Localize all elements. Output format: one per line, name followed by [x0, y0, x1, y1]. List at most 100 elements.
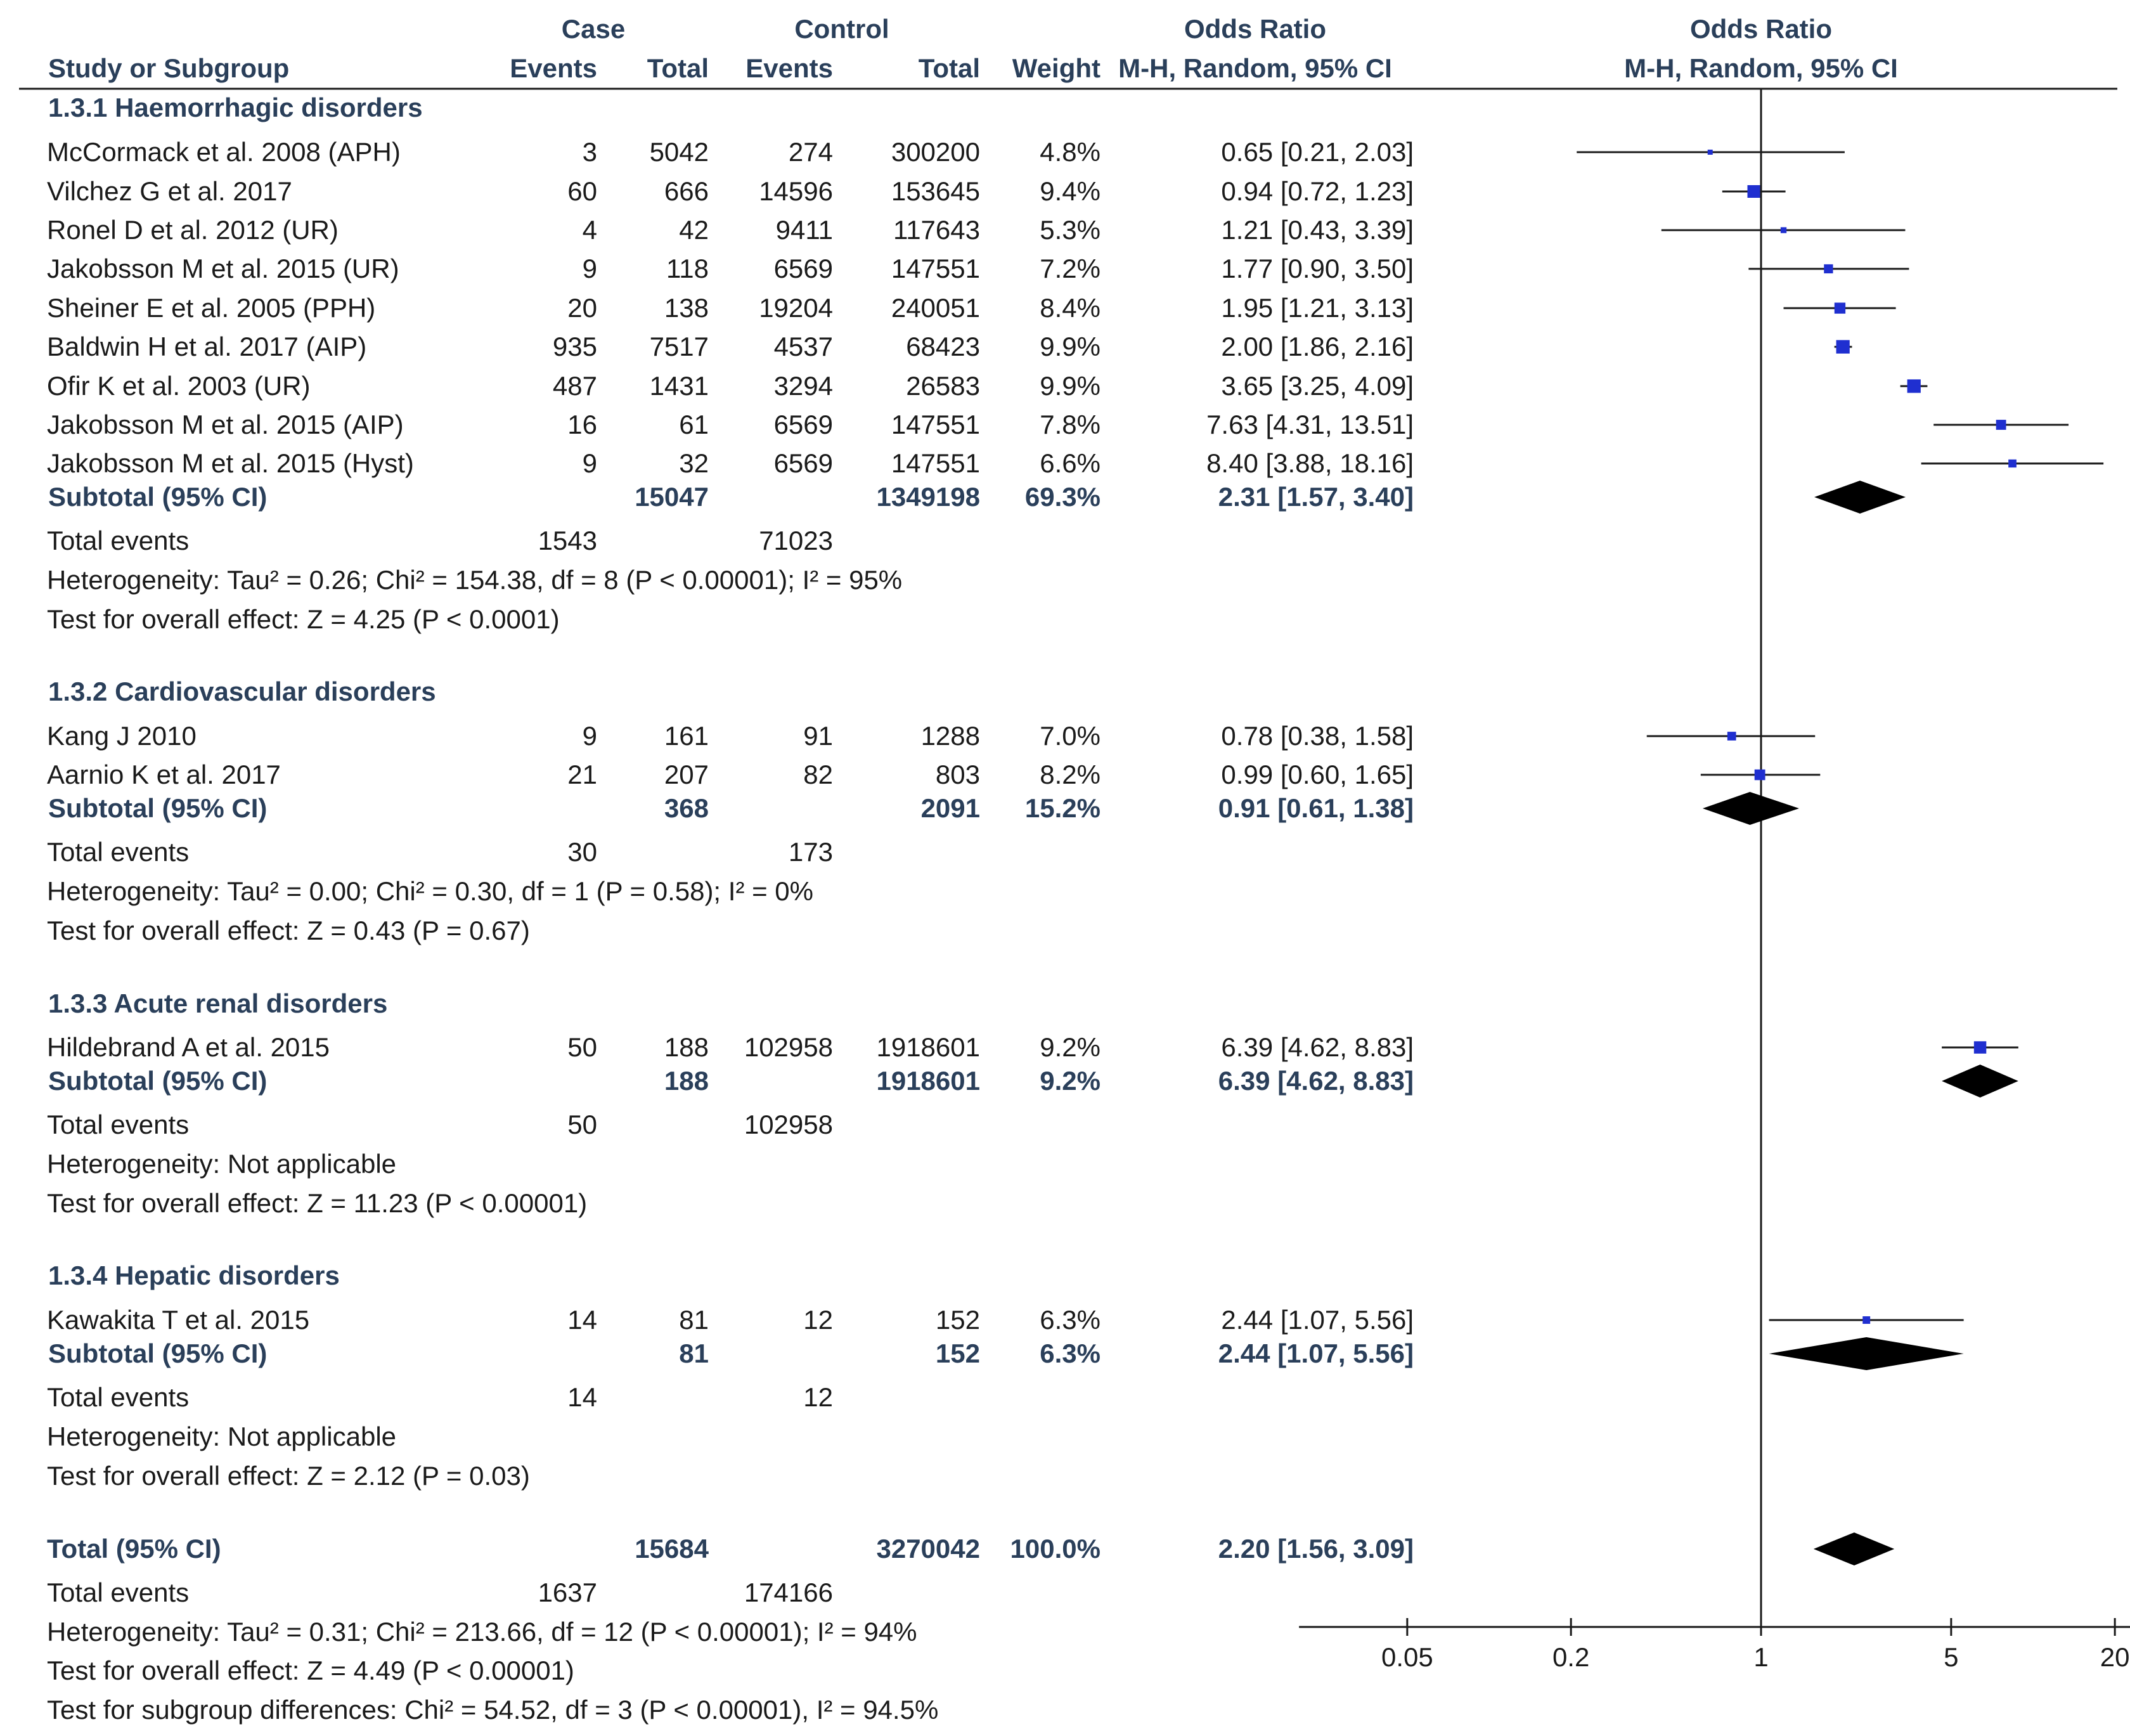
case-events: 487 [552, 371, 597, 401]
subtotal-weight: 15.2% [1024, 793, 1100, 823]
control-total: 300200 [891, 137, 980, 167]
study-name: Aarnio K et al. 2017 [47, 760, 281, 789]
total-events-control: 71023 [759, 526, 833, 555]
case-total: 81 [679, 1305, 709, 1335]
total-events-control: 102958 [744, 1110, 833, 1139]
subtotal-odds-ratio: 2.31 [1.57, 3.40] [1218, 482, 1414, 512]
case-total: 118 [666, 254, 709, 283]
study-odds-ratio: 7.63 [4.31, 13.51] [1206, 410, 1414, 439]
case-total: 5042 [649, 137, 709, 167]
study-point-estimate [1727, 732, 1736, 741]
subtotal-diamond [1942, 1065, 2018, 1098]
control-total: 240051 [891, 293, 980, 323]
study-odds-ratio: 0.94 [0.72, 1.23] [1221, 176, 1414, 206]
case-events: 16 [567, 410, 597, 439]
study-column-header: Study or Subgroup [48, 53, 290, 83]
total-events-case: 1543 [538, 526, 597, 555]
heterogeneity-text: Heterogeneity: Not applicable [47, 1422, 397, 1451]
subtotal-label: Subtotal (95% CI) [48, 482, 268, 512]
case-events: 60 [567, 176, 597, 206]
overall-events-label: Total events [47, 1577, 190, 1607]
study-point-estimate [1747, 185, 1760, 198]
control-total: 1288 [920, 721, 980, 751]
study-name: Jakobsson M et al. 2015 (UR) [47, 254, 399, 283]
control-events: 12 [803, 1305, 833, 1335]
control-header: Control [794, 14, 889, 44]
study-name: Baldwin H et al. 2017 (AIP) [47, 332, 367, 361]
case-events: 9 [582, 448, 597, 478]
control-events: 6569 [773, 410, 833, 439]
study-point-estimate [1862, 1316, 1871, 1324]
overall-effect-text: Test for overall effect: Z = 4.25 (P < 0… [47, 604, 560, 634]
subtotal-case-total: 15047 [635, 482, 709, 512]
subtotal-control-total: 152 [935, 1338, 980, 1368]
case-total: 207 [664, 760, 709, 789]
study-weight: 8.4% [1040, 293, 1100, 323]
control-events-header: Events [746, 53, 833, 83]
overall-effect-text: Test for overall effect: Z = 0.43 (P = 0… [47, 916, 530, 945]
subtotal-diamond [1814, 481, 1906, 514]
overall-effect-text: Test for overall effect: Z = 11.23 (P < … [47, 1188, 588, 1218]
case-events-header: Events [510, 53, 597, 83]
or-method-header: M-H, Random, 95% CI [1118, 53, 1392, 83]
total-case-total: 15684 [635, 1534, 709, 1564]
total-events-label: Total events [47, 1110, 190, 1139]
study-odds-ratio: 0.65 [0.21, 2.03] [1221, 137, 1414, 167]
study-odds-ratio: 1.95 [1.21, 3.13] [1221, 293, 1414, 323]
subgroup-title: 1.3.2 Cardiovascular disorders [48, 677, 436, 706]
heterogeneity-text: Heterogeneity: Not applicable [47, 1149, 397, 1179]
overall-effect-text: Test for overall effect: Z = 2.12 (P = 0… [47, 1461, 530, 1491]
study-weight: 7.8% [1040, 410, 1100, 439]
total-events-case: 50 [567, 1110, 597, 1139]
study-odds-ratio: 6.39 [4.62, 8.83] [1221, 1032, 1414, 1062]
study-odds-ratio: 1.77 [0.90, 3.50] [1221, 254, 1414, 283]
study-weight: 4.8% [1040, 137, 1100, 167]
control-events: 82 [803, 760, 833, 789]
total-odds-ratio: 2.20 [1.56, 3.09] [1218, 1534, 1414, 1564]
study-name: McCormack et al. 2008 (APH) [47, 137, 401, 167]
case-events: 14 [567, 1305, 597, 1335]
study-point-estimate [2008, 459, 2017, 468]
case-total: 188 [664, 1032, 709, 1062]
study-name: Ronel D et al. 2012 (UR) [47, 215, 339, 245]
total-events-control: 173 [788, 837, 833, 867]
control-total: 147551 [891, 448, 980, 478]
subtotal-label: Subtotal (95% CI) [48, 1066, 268, 1096]
case-events: 3 [582, 137, 597, 167]
control-total: 147551 [891, 254, 980, 283]
subtotal-control-total: 1349198 [876, 482, 980, 512]
total-events-label: Total events [47, 1382, 190, 1412]
study-weight: 6.3% [1040, 1305, 1100, 1335]
case-events: 9 [582, 721, 597, 751]
case-total: 138 [664, 293, 709, 323]
study-name: Jakobsson M et al. 2015 (AIP) [47, 410, 404, 439]
study-point-estimate [1707, 150, 1713, 155]
subtotal-odds-ratio: 0.91 [0.61, 1.38] [1218, 793, 1414, 823]
x-axis-tick-label: 0.05 [1381, 1642, 1433, 1672]
overall-events-case: 1637 [538, 1577, 597, 1607]
study-weight: 6.6% [1040, 448, 1100, 478]
case-events: 20 [567, 293, 597, 323]
control-events: 4537 [773, 332, 833, 361]
control-events: 14596 [759, 176, 833, 206]
study-point-estimate [1996, 420, 2006, 430]
control-events: 6569 [773, 448, 833, 478]
total-events-label: Total events [47, 526, 190, 555]
control-total: 117643 [893, 215, 980, 245]
study-weight: 9.9% [1040, 332, 1100, 361]
case-events: 935 [552, 332, 597, 361]
study-odds-ratio: 3.65 [3.25, 4.09] [1221, 371, 1414, 401]
study-name: Kawakita T et al. 2015 [47, 1305, 310, 1335]
control-events: 91 [803, 721, 833, 751]
overall-heterogeneity-text: Heterogeneity: Tau² = 0.31; Chi² = 213.6… [47, 1617, 917, 1647]
control-total: 153645 [891, 176, 980, 206]
control-total: 147551 [891, 410, 980, 439]
case-total: 7517 [649, 332, 709, 361]
study-odds-ratio: 2.44 [1.07, 5.56] [1221, 1305, 1414, 1335]
control-events: 6569 [773, 254, 833, 283]
study-odds-ratio: 2.00 [1.86, 2.16] [1221, 332, 1414, 361]
plot-title-header: Odds Ratio [1689, 14, 1832, 44]
case-events: 4 [582, 215, 597, 245]
